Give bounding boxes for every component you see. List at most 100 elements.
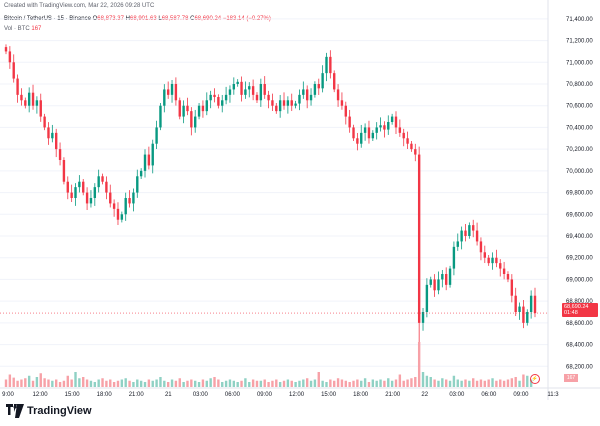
volume-bar	[97, 379, 100, 387]
candle	[483, 252, 486, 258]
x-tick-label: 03:00	[449, 392, 465, 398]
candle	[387, 122, 390, 130]
x-tick-label: 03:00	[193, 392, 209, 398]
y-tick-label: 70,400.00	[566, 125, 593, 131]
candle	[460, 230, 463, 242]
volume-bar	[112, 382, 116, 387]
x-tick-label: 21:00	[129, 392, 145, 398]
volume-bar	[105, 380, 108, 387]
volume-bar	[20, 379, 23, 387]
volume-bar	[12, 377, 15, 387]
candle	[24, 100, 27, 106]
volume-bar	[329, 379, 332, 387]
candle	[321, 73, 324, 89]
candle	[143, 154, 147, 171]
candle	[499, 263, 502, 269]
candle	[502, 268, 506, 274]
volume-bar	[468, 380, 471, 387]
candle	[194, 116, 197, 128]
volume-bar	[491, 378, 494, 387]
volume-bar	[502, 380, 506, 387]
volume-bar	[495, 380, 498, 387]
volume-bar	[475, 380, 479, 387]
candle	[101, 176, 104, 182]
volume-bar	[367, 382, 371, 387]
volume-bar	[43, 378, 46, 387]
volume-bar	[325, 382, 328, 387]
candle	[267, 94, 270, 101]
candle	[329, 56, 332, 74]
volume-bar	[383, 380, 386, 387]
created-caption: Created with TradingView.com, Mar 22, 20…	[4, 3, 155, 9]
candle	[20, 94, 23, 101]
volume-bar	[4, 379, 8, 387]
candle	[82, 181, 85, 193]
volume-bar	[456, 379, 459, 387]
candle	[166, 89, 170, 95]
candle	[518, 306, 521, 312]
candle	[491, 257, 494, 264]
volume-bar	[132, 382, 135, 387]
volume-bar	[248, 382, 251, 387]
volume-bar	[109, 379, 112, 387]
volume-bar	[340, 379, 344, 387]
volume-bar	[66, 375, 69, 387]
candlestick-chart[interactable]: 71,400.00 71,200.00 71,000.00 70,800.00 70,6…	[0, 0, 600, 400]
y-tick-label: 71,400.00	[566, 17, 593, 23]
volume-legend-value: 167	[31, 26, 42, 32]
candle	[344, 105, 347, 117]
candle	[410, 143, 413, 150]
x-tick-label: 06:00	[225, 392, 241, 398]
tradingview-brand: TradingView	[27, 405, 92, 417]
volume-bar	[240, 380, 243, 387]
volume-bar	[151, 380, 154, 387]
volume-bar	[483, 380, 486, 387]
x-tick-label: 18:00	[97, 392, 113, 398]
candle	[363, 127, 367, 133]
volume-bar	[379, 379, 382, 387]
candle	[116, 208, 120, 220]
x-tick-label: 15:00	[65, 392, 81, 398]
volume-bar	[437, 380, 440, 387]
last-price-value: 68,690.24	[564, 304, 589, 310]
candle	[47, 127, 50, 139]
footer	[0, 400, 600, 426]
volume-bar	[259, 380, 263, 387]
candle	[317, 84, 320, 89]
volume-bar	[263, 379, 266, 387]
volume-label[interactable]: Vol · BTC	[4, 26, 30, 32]
volume-bar	[414, 377, 417, 387]
candle	[340, 100, 344, 106]
candle	[89, 198, 93, 204]
candle	[417, 154, 421, 323]
candle	[305, 89, 309, 101]
volume-bar	[101, 378, 104, 387]
volume-bar	[406, 379, 409, 387]
y-tick-label: 68,200.00	[566, 364, 593, 370]
volume-bar	[433, 379, 436, 387]
volume-bar	[479, 379, 483, 387]
volume-bar	[209, 378, 212, 387]
volume-bar	[464, 379, 467, 387]
candle	[429, 279, 432, 285]
candle	[128, 198, 131, 204]
candle	[278, 100, 282, 112]
candle	[109, 192, 112, 204]
volume-bar	[514, 377, 517, 387]
lightning-icon[interactable]: ⚡	[530, 374, 540, 384]
volume-bar	[518, 380, 521, 387]
volume-bar	[267, 382, 270, 387]
volume-bar	[402, 380, 405, 387]
volume-bar	[62, 380, 66, 387]
volume-bar	[166, 382, 170, 387]
candle	[139, 170, 143, 177]
volume-bar	[178, 378, 181, 387]
volume-bar	[363, 378, 367, 387]
candle	[155, 127, 158, 144]
volume-bar	[186, 380, 189, 387]
candle	[522, 306, 525, 323]
candle	[209, 94, 212, 101]
candle	[136, 176, 139, 193]
candle	[228, 89, 232, 95]
candle	[170, 84, 174, 95]
